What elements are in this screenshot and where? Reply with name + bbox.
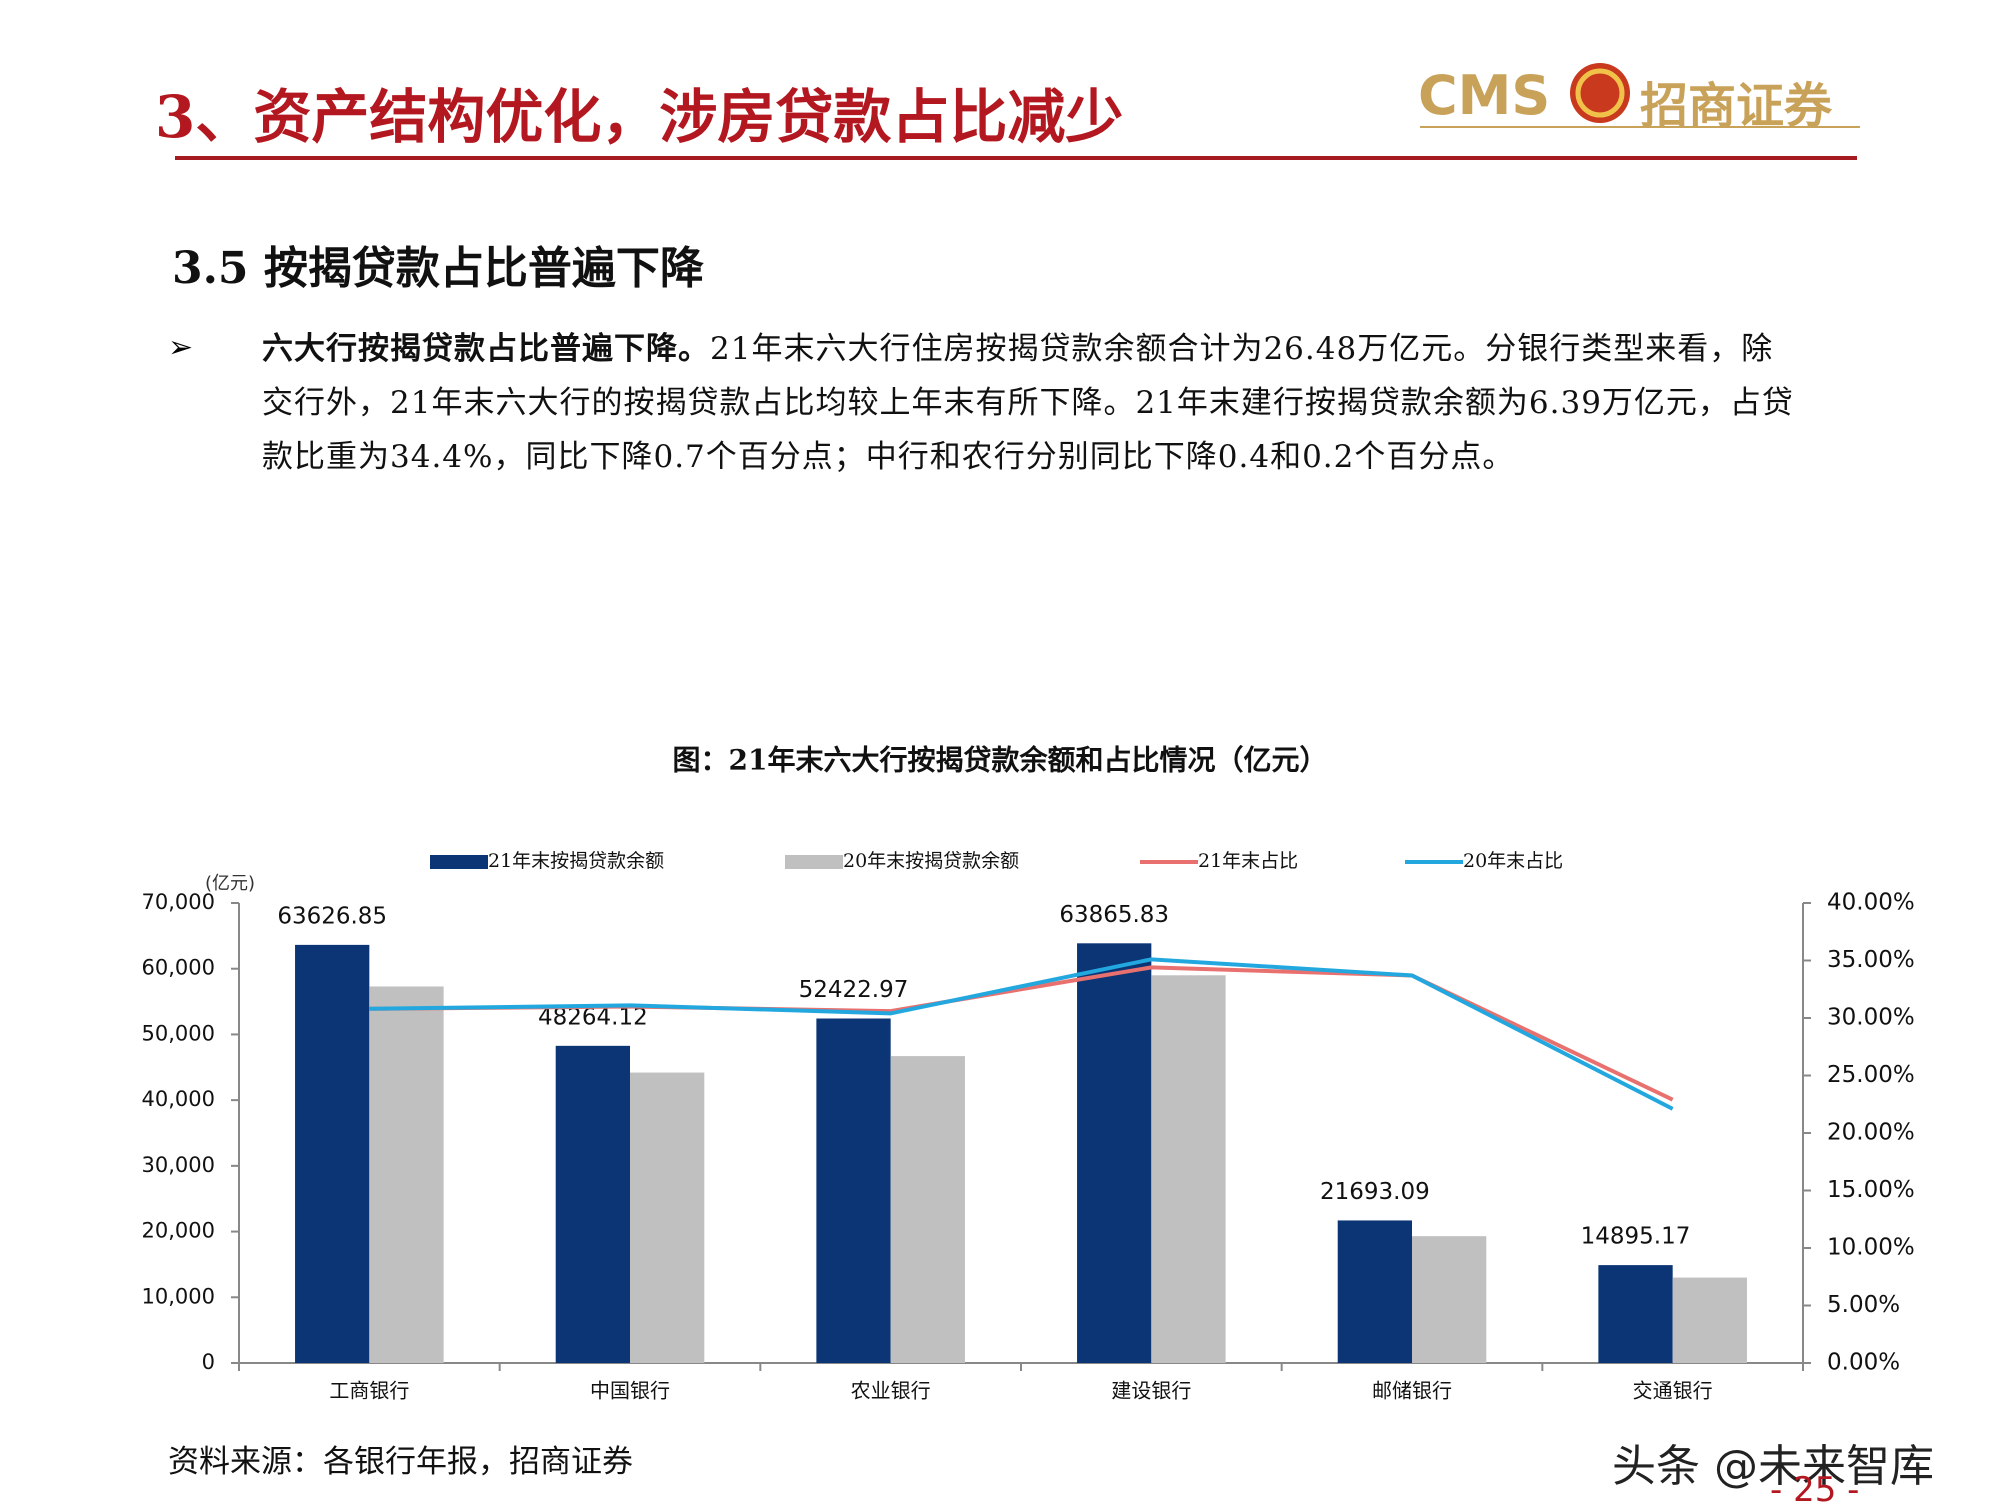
bar [816,1018,891,1363]
value-label: 63626.85 [277,903,387,929]
y-tick-label: 50,000 [142,1021,215,1045]
legend-label: 21年末占比 [1198,850,1298,872]
y2-tick-label: 15.00% [1827,1177,1915,1203]
y2-tick-label: 25.00% [1827,1062,1915,1088]
x-tick-label: 建设银行 [1111,1379,1191,1403]
section-title: 3.5 按揭贷款占比普遍下降 [172,243,704,294]
y2-tick-label: 30.00% [1827,1005,1915,1031]
paragraph-lead: 六大行按揭贷款占比普遍下降。 [262,331,710,367]
title-rule [175,156,1857,160]
y-tick-label: 40,000 [142,1087,215,1111]
y-tick-label: 70,000 [142,890,215,914]
bar [1598,1265,1673,1363]
value-label: 21693.09 [1320,1179,1430,1205]
y-tick-label: 0 [202,1350,215,1374]
bar [1077,943,1152,1363]
page-number: - 25 - [1770,1470,1860,1510]
bar [630,1072,705,1363]
y-tick-label: 30,000 [142,1153,215,1177]
paragraph-body: 21年末六大行住房按揭贷款余额合计为26.48万亿元。分银行类型来看，除交行外，… [262,331,1794,475]
watermark: 头条 @未来智库 [1612,1441,1934,1492]
legend-swatch [430,855,488,869]
page-title: 3、资产结构优化，涉房贷款占比减少 [155,83,1124,151]
legend-label: 21年末按揭贷款余额 [488,850,664,872]
bar [295,944,370,1363]
logo-text: CMS [1418,64,1551,127]
y-tick-label: 20,000 [142,1219,215,1243]
source: 资料来源：各银行年报，招商证券 [168,1444,633,1480]
y2-tick-label: 5.00% [1827,1292,1900,1318]
x-tick-label: 邮储银行 [1372,1379,1452,1403]
legend-label: 20年末占比 [1463,850,1563,872]
bar [1672,1277,1747,1363]
legend-swatch [785,855,843,869]
y2-tick-label: 40.00% [1827,890,1915,916]
value-label: 14895.17 [1581,1224,1691,1250]
bar [1337,1220,1412,1363]
bar [369,986,444,1363]
x-tick-label: 中国银行 [590,1379,670,1403]
line-series [369,957,1674,1111]
x-tick-label: 交通银行 [1633,1379,1713,1403]
value-label: 63865.83 [1059,902,1169,928]
y2-tick-label: 20.00% [1827,1120,1915,1146]
y2-tick-label: 0.00% [1827,1350,1900,1376]
y-tick-label: 60,000 [142,956,215,980]
y2-tick-label: 35.00% [1827,947,1915,973]
bullet: ➢ [168,330,194,365]
bar [1151,975,1226,1363]
bar [1412,1236,1487,1363]
y-axis-unit: (亿元) [205,873,255,894]
y2-tick-label: 10.00% [1827,1235,1915,1261]
bar [555,1045,630,1363]
value-label: 52422.97 [799,977,909,1003]
y-tick-label: 10,000 [142,1284,215,1308]
x-tick-label: 农业银行 [851,1379,931,1403]
paragraph: 六大行按揭贷款占比普遍下降。21年末六大行住房按揭贷款余额合计为26.48万亿元… [262,322,1802,484]
legend-label: 20年末按揭贷款余额 [843,850,1019,872]
logo-name: 招商证券 [1640,78,1833,134]
bar [890,1056,965,1363]
chart-title: 图：21年末六大行按揭贷款余额和占比情况（亿元） [673,744,1328,777]
x-tick-label: 工商银行 [329,1379,409,1403]
